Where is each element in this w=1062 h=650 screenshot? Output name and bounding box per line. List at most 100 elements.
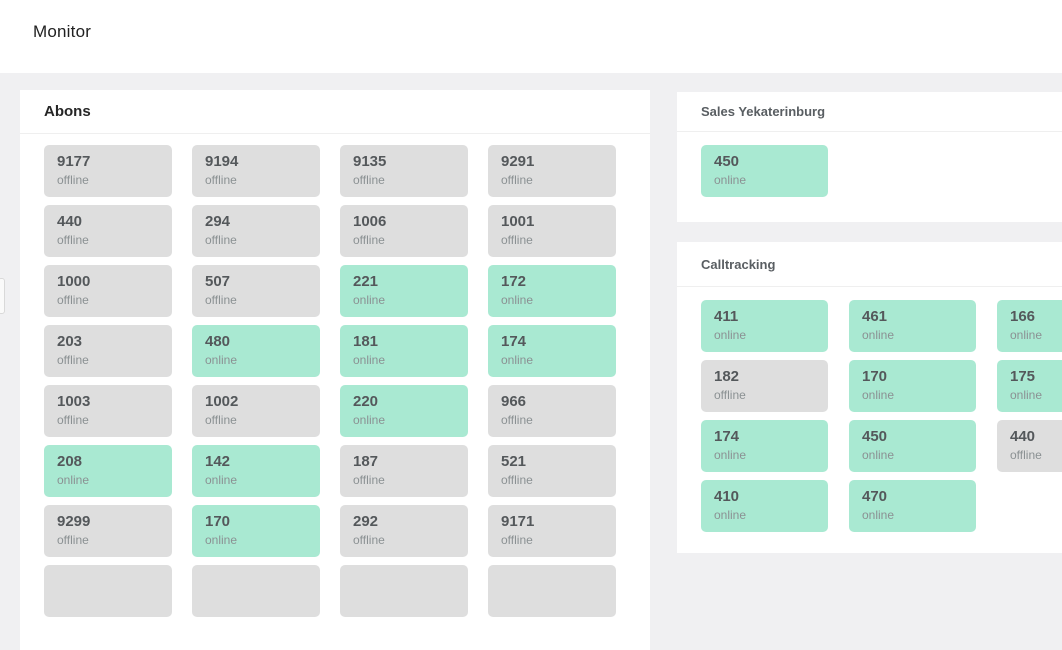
subscriber-card: 221 online (340, 265, 468, 317)
card-status: online (862, 508, 895, 522)
card-status: online (1010, 328, 1043, 342)
card-number: 182 (714, 368, 740, 385)
card-number: 1002 (205, 393, 239, 410)
card-status: online (862, 448, 895, 462)
card-status: online (205, 533, 238, 547)
card-status: online (501, 293, 534, 307)
subscriber-card: 174 online (488, 325, 616, 377)
card-status: offline (57, 353, 89, 367)
card-number: 203 (57, 333, 83, 350)
card-number: 450 (862, 428, 888, 445)
card-number: 1003 (57, 393, 91, 410)
card-status: offline (1010, 448, 1042, 462)
card-number: 187 (353, 453, 379, 470)
subscriber-card: 1002 offline (192, 385, 320, 437)
card-status: offline (57, 173, 89, 187)
card-number: 172 (501, 273, 527, 290)
card-number: 174 (714, 428, 740, 445)
card-status: offline (353, 233, 385, 247)
card-number: 9194 (205, 153, 239, 170)
panel-calltracking-header: Calltracking (677, 242, 1062, 287)
page-title: Monitor (33, 22, 92, 41)
card-number: 294 (205, 213, 231, 230)
subscriber-card: 294 offline (192, 205, 320, 257)
card-number: 181 (353, 333, 379, 350)
subscriber-card: 440 offline (997, 420, 1062, 472)
card-status: offline (57, 293, 89, 307)
subscriber-card (340, 565, 468, 617)
card-status: online (714, 448, 747, 462)
subscriber-card: 203 offline (44, 325, 172, 377)
card-status: online (353, 353, 386, 367)
card-number: 1001 (501, 213, 535, 230)
card-status: offline (353, 473, 385, 487)
card-number: 411 (714, 308, 739, 325)
panel-sales-header: Sales Yekaterinburg (677, 92, 1062, 132)
card-status: online (714, 173, 747, 187)
card-number: 9299 (57, 513, 91, 530)
subscriber-card: 9291 offline (488, 145, 616, 197)
card-number: 9291 (501, 153, 535, 170)
card-number: 174 (501, 333, 527, 350)
card-status: online (353, 413, 386, 427)
card-number: 170 (205, 513, 231, 530)
calltracking-card-grid: 411 online 461 online 166 online 182 offline 170… (677, 287, 1062, 543)
card-status: offline (501, 533, 533, 547)
card-status: offline (353, 533, 385, 547)
subscriber-card: 166 online (997, 300, 1062, 352)
card-number: 440 (1010, 428, 1036, 445)
subscriber-card: 170 online (192, 505, 320, 557)
card-number: 9135 (353, 153, 387, 170)
subscriber-card: 410 online (701, 480, 828, 532)
card-status: offline (714, 388, 746, 402)
card-status: offline (57, 233, 89, 247)
card-number: 470 (862, 488, 888, 505)
subscriber-card: 9177 offline (44, 145, 172, 197)
card-number: 9177 (57, 153, 91, 170)
panel-sales-title: Sales Yekaterinburg (701, 104, 826, 119)
card-number: 1000 (57, 273, 91, 290)
drawer-scroll-handle[interactable] (0, 278, 5, 314)
card-number: 9171 (501, 513, 535, 530)
subscriber-card: 220 online (340, 385, 468, 437)
card-status: online (501, 353, 534, 367)
subscriber-card: 966 offline (488, 385, 616, 437)
card-status: offline (205, 413, 237, 427)
card-status: online (714, 508, 747, 522)
subscriber-card: 450 online (849, 420, 976, 472)
subscriber-card: 507 offline (192, 265, 320, 317)
card-status: offline (501, 233, 533, 247)
card-number: 450 (714, 153, 740, 170)
card-number: 166 (1010, 308, 1036, 325)
card-number: 966 (501, 393, 527, 410)
card-number: 521 (501, 453, 527, 470)
subscriber-card: 174 online (701, 420, 828, 472)
card-status: online (57, 473, 90, 487)
card-status: offline (501, 413, 533, 427)
subscriber-card: 187 offline (340, 445, 468, 497)
subscriber-card: 208 online (44, 445, 172, 497)
card-number: 142 (205, 453, 231, 470)
panel-abons-title: Abons (44, 103, 91, 120)
card-number: 410 (714, 488, 740, 505)
card-status: online (205, 353, 238, 367)
card-number: 440 (57, 213, 83, 230)
card-number: 208 (57, 453, 83, 470)
subscriber-card (192, 565, 320, 617)
card-status: online (205, 473, 238, 487)
panel-abons: Abons 9177 offline 9194 offline 9135 offline 9… (20, 90, 650, 650)
subscriber-card: 9299 offline (44, 505, 172, 557)
subscriber-card: 521 offline (488, 445, 616, 497)
card-number: 220 (353, 393, 379, 410)
card-status: offline (205, 293, 237, 307)
subscriber-card (44, 565, 172, 617)
card-status: online (1010, 388, 1043, 402)
card-number: 1006 (353, 213, 387, 230)
panel-calltracking-title: Calltracking (701, 256, 776, 272)
subscriber-card: 1000 offline (44, 265, 172, 317)
subscriber-card: 9135 offline (340, 145, 468, 197)
card-status: online (862, 328, 895, 342)
subscriber-card: 182 offline (701, 360, 828, 412)
panel-abons-header: Abons (20, 90, 650, 134)
card-number: 170 (862, 368, 888, 385)
